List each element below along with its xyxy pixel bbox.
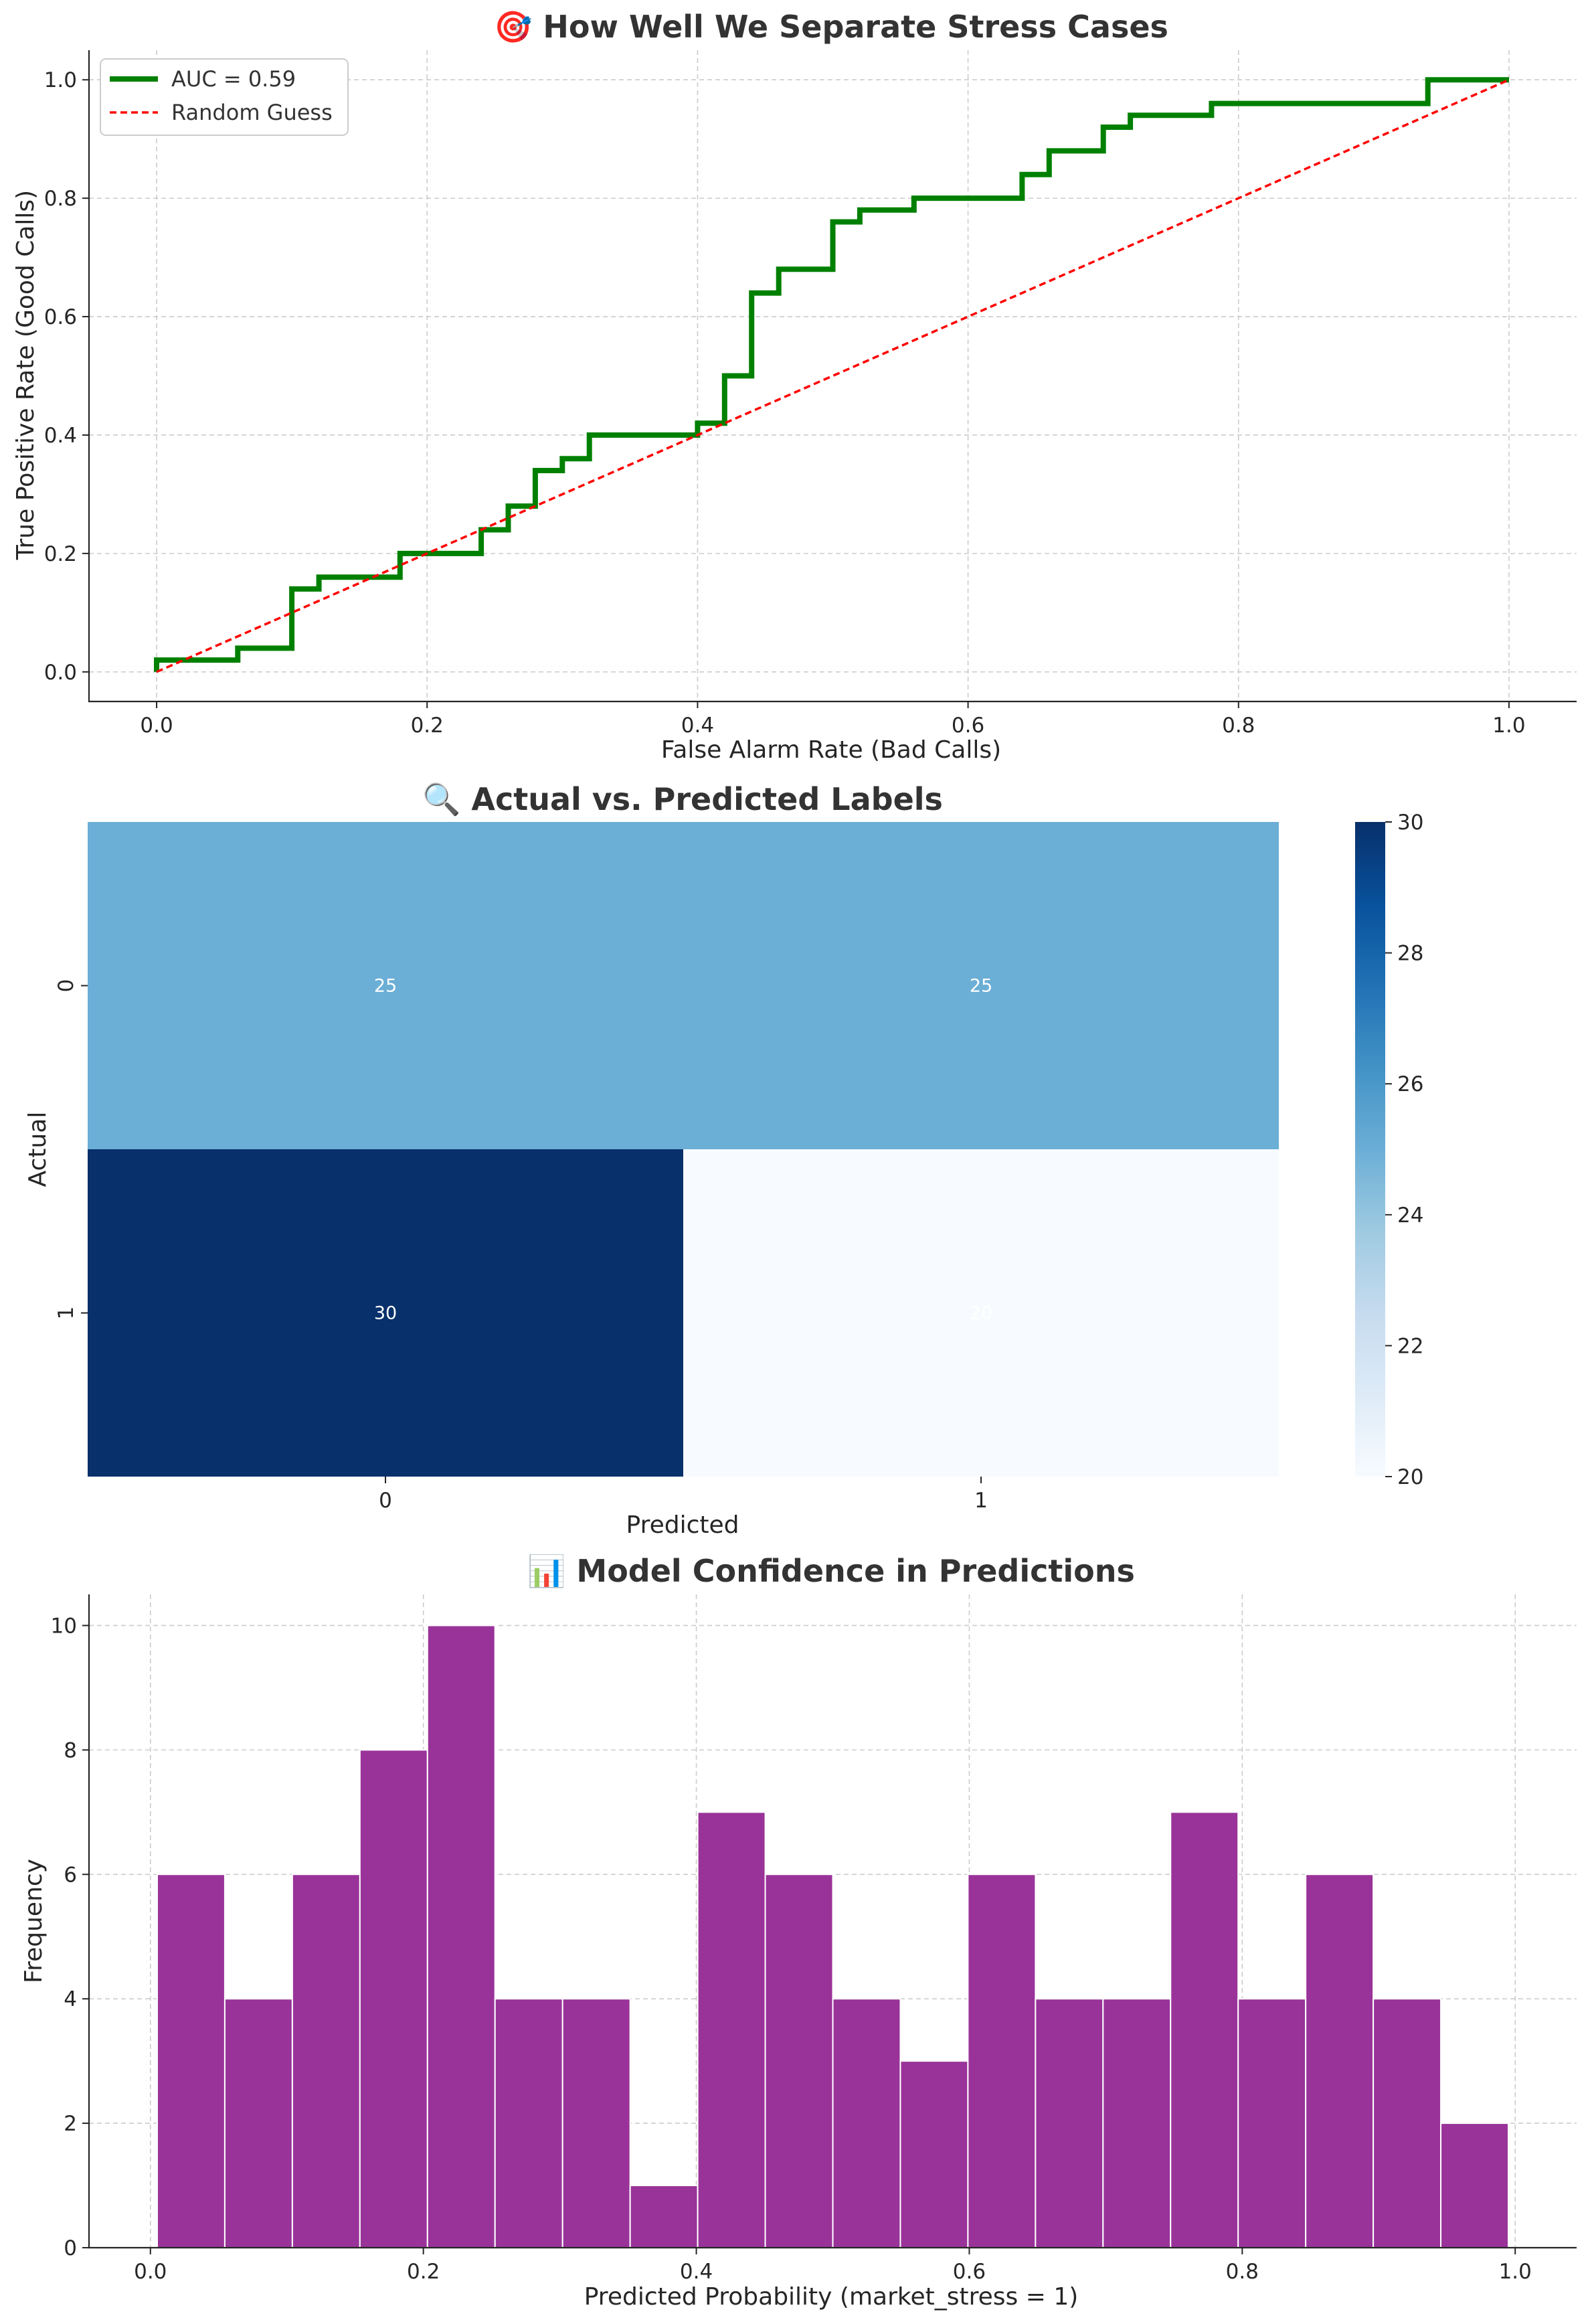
hist-xtick-label: 0.2 [407, 2260, 440, 2284]
hist-title: 📊 Model Confidence in Predictions [527, 1553, 1135, 1589]
cm-ylabel: Actual [24, 1112, 52, 1187]
roc-lines [154, 77, 1510, 673]
cm-cell [683, 822, 1279, 1149]
roc-ticks: 0.0 0.2 0.4 0.6 0.8 1.0 0.0 0.2 0.4 0.6 0.8 1.0 [44, 68, 1526, 738]
hist-ytick-label: 8 [64, 1738, 77, 1762]
hist-ticks: 0.0 0.2 0.4 0.6 0.8 1.0 0 2 4 6 8 10 [51, 1614, 1532, 2284]
random-guess-line [156, 78, 1510, 673]
roc-legend: AUC = 0.59 Random Guess [100, 58, 349, 136]
roc-ytick-label: 0.8 [44, 187, 77, 211]
hist-bar [224, 1998, 293, 2248]
cm-colorbar [1355, 822, 1385, 1477]
hist-ytick-label: 0 [64, 2236, 77, 2260]
hist-xtick-label: 0.4 [680, 2260, 713, 2284]
hist-bar [697, 1811, 766, 2248]
cm-cell-value: 25 [970, 976, 992, 997]
cm-ticks: 0 1 0 1 [54, 979, 988, 1513]
roc-legend-label-auc: AUC = 0.59 [171, 66, 296, 92]
histogram-chart: 📊 Model Confidence in Predictions 0.0 0.2… [20, 1553, 1577, 2311]
cm-cell-value: 30 [374, 1303, 397, 1324]
roc-legend-label-random: Random Guess [171, 100, 333, 125]
hist-xtick-label: 0.6 [953, 2260, 986, 2284]
roc-grid [89, 50, 1577, 701]
cm-ytick-label: 0 [54, 979, 78, 993]
hist-bar [1373, 1998, 1442, 2248]
cm-cell [683, 1149, 1279, 1477]
cm-ytick-label: 1 [54, 1307, 78, 1320]
hist-bar [832, 1998, 901, 2248]
cm-cells: 25 25 30 20 [88, 822, 1279, 1477]
cm-colorbar-tick-label: 24 [1397, 1204, 1423, 1228]
roc-title: 🎯 How Well We Separate Stress Cases [494, 9, 1168, 45]
cm-cell [88, 1149, 683, 1477]
hist-bar [359, 1749, 428, 2248]
hist-ytick-label: 6 [64, 1863, 77, 1887]
hist-bars [156, 1625, 1510, 2248]
roc-xtick-label: 0.8 [1222, 714, 1255, 738]
hist-xlabel: Predicted Probability (market_stress = 1… [584, 2283, 1079, 2311]
hist-bar [291, 1874, 361, 2248]
cm-colorbar-tick-label: 22 [1397, 1334, 1423, 1358]
hist-ytick-label: 2 [64, 2112, 77, 2136]
cm-colorbar-tick-label: 28 [1397, 942, 1423, 966]
hist-xtick-label: 0.0 [134, 2260, 167, 2284]
roc-xtick-label: 0.4 [681, 714, 714, 738]
hist-ytick-label: 10 [51, 1614, 77, 1638]
hist-bar [1102, 1998, 1172, 2248]
cm-colorbar-ticks: 20 22 24 26 28 30 [1385, 811, 1423, 1489]
hist-bar [1440, 2123, 1510, 2248]
roc-ytick-label: 0.0 [44, 661, 77, 685]
hist-bar [1305, 1874, 1375, 2248]
roc-ytick-label: 0.4 [44, 424, 77, 448]
hist-xtick-label: 1.0 [1499, 2260, 1532, 2284]
hist-ylabel: Frequency [20, 1859, 48, 1983]
hist-bar [1170, 1811, 1239, 2248]
cm-xlabel: Predicted [626, 1511, 739, 1539]
cm-colorbar-tick-label: 30 [1397, 811, 1423, 835]
roc-xtick-label: 0.6 [952, 714, 984, 738]
roc-ytick-label: 0.2 [44, 542, 77, 566]
confusion-matrix-chart: 🔍 Actual vs. Predicted Labels 25 25 30 20 0… [24, 780, 1423, 1539]
cm-colorbar-tick-label: 20 [1397, 1465, 1423, 1489]
cm-cell-value: 20 [970, 1303, 992, 1324]
hist-bar [561, 1998, 631, 2248]
hist-bar [764, 1874, 834, 2248]
roc-legend-box [100, 58, 349, 136]
hist-bar [1237, 1998, 1307, 2248]
hist-xtick-label: 0.8 [1226, 2260, 1259, 2284]
cm-cell-value: 25 [374, 976, 397, 997]
cm-title: 🔍 Actual vs. Predicted Labels [422, 780, 943, 817]
roc-ylabel: True Positive Rate (Good Calls) [12, 190, 39, 560]
hist-bar [629, 2185, 699, 2248]
hist-bar [899, 2060, 969, 2248]
cm-colorbar-tick-label: 26 [1397, 1072, 1423, 1096]
roc-axes [88, 50, 1577, 703]
cm-xtick-label: 1 [974, 1489, 988, 1513]
roc-chart: 🎯 How Well We Separate Stress Cases 0.0 0… [12, 9, 1577, 764]
hist-bar [426, 1625, 496, 2248]
roc-xlabel: False Alarm Rate (Bad Calls) [661, 736, 1001, 764]
roc-ytick-label: 1.0 [44, 68, 77, 92]
hist-bar [156, 1874, 226, 2248]
roc-xtick-label: 0.0 [140, 714, 173, 738]
roc-xtick-label: 0.2 [411, 714, 444, 738]
cm-xtick-label: 0 [379, 1489, 392, 1513]
hist-ytick-label: 4 [64, 1987, 77, 2011]
hist-bar [494, 1998, 563, 2248]
hist-bar [1035, 1998, 1104, 2248]
roc-ytick-label: 0.6 [44, 305, 77, 329]
cm-cell [88, 822, 683, 1149]
hist-bar [967, 1874, 1037, 2248]
roc-xtick-label: 1.0 [1492, 714, 1525, 738]
